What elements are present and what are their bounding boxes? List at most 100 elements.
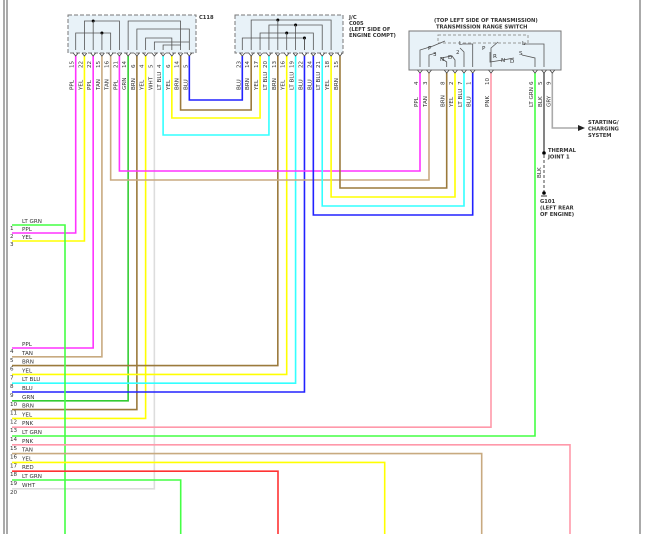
c118-pin-number: 5 (183, 64, 189, 68)
arrow-icon (578, 125, 585, 131)
c005-pin-wire-label: BRN (334, 78, 340, 90)
c118-pin-number: 14 (122, 60, 128, 68)
harness-pin-number: 19 (10, 481, 18, 487)
wire-yel (12, 56, 147, 420)
switch-pin-number: 4 (414, 81, 420, 85)
wire-brn (339, 56, 448, 189)
c005-pin-wire-label: YEL (281, 79, 287, 91)
switch-contact (419, 40, 446, 67)
c118-terminal (81, 52, 88, 57)
harness-wire-label: YEL (21, 412, 33, 418)
c118-pin-number: 5 (148, 64, 154, 68)
c118-pin-wire-label: PPL (113, 79, 119, 90)
c005-bus (250, 19, 332, 50)
wire-lt-blu (321, 56, 465, 207)
c118-pin-wire-label: TAN (96, 79, 102, 91)
harness-pin-number: 5 (10, 358, 14, 364)
switch-pin-wire-label: LT BLU (458, 89, 464, 107)
harness-pin-number: 11 (10, 411, 18, 417)
thermal-joint-dot (542, 151, 546, 155)
switch-terminal (452, 69, 458, 74)
switch-pin-wire-label: BLK (538, 96, 544, 107)
switch-terminal (549, 69, 556, 74)
c005-pin-wire-label: YEL (254, 79, 260, 91)
c118-terminal (160, 52, 166, 57)
switch-terminal (541, 69, 547, 74)
switch-terminal (443, 69, 450, 74)
harness-pin-number: 18 (10, 472, 18, 478)
c005-pin-number: 21 (316, 60, 322, 68)
harness-pin-number: 6 (10, 367, 14, 373)
wire-lt-blu (162, 56, 270, 136)
c005-terminal (275, 52, 281, 57)
c005-terminal (319, 52, 326, 57)
c005-terminal (310, 52, 317, 57)
c118-pin-wire-label: PPL (70, 79, 76, 90)
harness-wire-label: BLU (22, 386, 33, 392)
switch-title: (TOP LEFT SIDE OF TRANSMISSION) (434, 18, 538, 24)
harness-pin-number: 10 (10, 402, 18, 408)
ground-label: G101 (540, 199, 555, 205)
c118-pin-number: 22 (87, 61, 93, 68)
switch-terminal (426, 69, 432, 74)
harness-wire-label: GRN (22, 395, 34, 401)
switch-contact (489, 52, 515, 63)
c118-pin-wire-label: LT BLU (157, 72, 163, 90)
wire-lt-blu (12, 56, 297, 385)
harness-pin-number: 13 (10, 428, 18, 434)
wire-yel (171, 56, 261, 119)
harness-pin-number: 8 (10, 384, 14, 390)
c118-terminal (116, 52, 123, 57)
c118-terminal (186, 52, 193, 57)
c005-pin-number: 22 (298, 61, 304, 68)
c118-terminal (134, 52, 140, 57)
c005-pin-number: 18 (325, 60, 331, 68)
switch-pin-number: 1 (467, 81, 473, 85)
c005-pin-number: 20 (263, 60, 269, 68)
c118-pin-number: 22 (78, 61, 84, 68)
switch-contact (521, 54, 536, 67)
c005-pin-number: 23 (236, 60, 242, 68)
c005-pin-wire-label: LT BLU (290, 72, 296, 90)
c005-terminal (248, 52, 254, 57)
wire-blu (312, 56, 474, 216)
wire-brn (179, 56, 252, 111)
switch-pin-number: 10 (485, 77, 491, 85)
harness-pin-number: 2 (10, 234, 14, 240)
c005-terminal (257, 52, 263, 57)
switch-pin-number: 2 (449, 81, 455, 85)
wire-yel (12, 56, 288, 376)
switch-pin-wire-label: BLU (467, 96, 473, 107)
connector-c005 (234, 14, 344, 54)
switch-terminal (417, 69, 423, 74)
c118-bus (145, 37, 173, 50)
harness-wire-label: BRN (22, 360, 34, 366)
switch-pin-wire-label: YEL (449, 96, 455, 108)
wire-gry (551, 73, 578, 129)
harness-wire-label: TAN (21, 351, 33, 357)
harness-wire-label: PNK (22, 421, 34, 427)
wire-yel (12, 461, 386, 534)
switch-position-label: N (501, 58, 505, 64)
harness-wire-label: LT GRN (22, 430, 42, 436)
c118-pin-wire-label: BRN (175, 78, 181, 90)
c118-pin-number: 16 (105, 60, 111, 68)
c005-terminal (301, 52, 308, 57)
c005-pin-number: 16 (281, 60, 287, 68)
switch-contact (459, 47, 465, 67)
harness-wire-label: PNK (22, 439, 34, 445)
switch-pin-wire-label: PNK (485, 95, 491, 107)
switch-terminal (461, 69, 467, 74)
switch-position-label: N (440, 57, 444, 63)
c118-pin-wire-label: YEL (78, 79, 84, 91)
wire-pnk (12, 443, 571, 534)
c005-terminal (283, 52, 290, 57)
harness-pin-number: 1 (10, 226, 14, 232)
ground-wire-label: BLK (537, 167, 543, 178)
wire-tan (12, 452, 483, 534)
c118-pin-number: 15 (96, 60, 102, 68)
wire-wht (12, 56, 156, 490)
c118-pin-number: 14 (175, 60, 181, 68)
c118-bus (84, 20, 120, 50)
switch-position-label: R (493, 54, 497, 60)
